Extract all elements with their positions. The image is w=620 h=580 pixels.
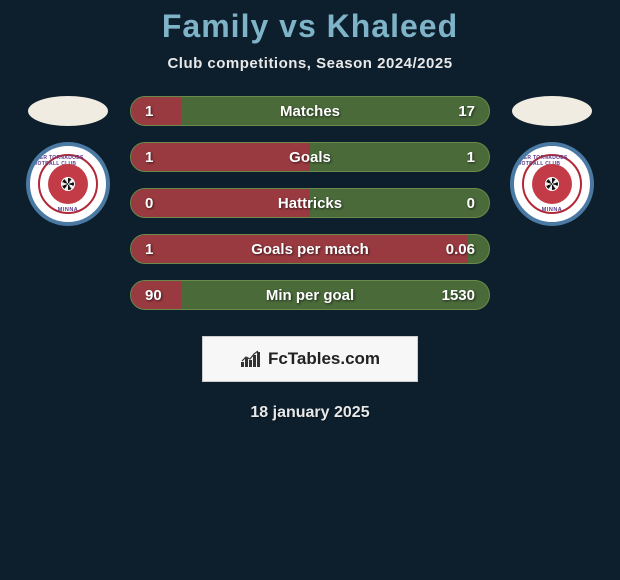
right-club-badge: NIGER TORNADOES FOOTBALL CLUB MINNA [510,142,594,226]
stat-right-value: 17 [458,103,475,120]
stat-bar: 0 Hattricks 0 [130,188,490,218]
site-brand-text: FcTables.com [268,349,380,369]
stat-label: Goals per match [251,241,369,258]
stat-left-value: 1 [145,241,153,258]
stat-left-value: 90 [145,287,162,304]
date-text: 18 january 2025 [250,404,369,422]
left-club-badge: NIGER TORNADOES FOOTBALL CLUB MINNA [26,142,110,226]
stat-right-value: 1530 [442,287,475,304]
stat-bar: 1 Matches 17 [130,96,490,126]
stat-label: Min per goal [266,287,354,304]
stat-label: Hattricks [278,195,342,212]
soccer-ball-icon [545,177,559,191]
right-flag-icon [512,96,592,126]
stat-right-value: 0.06 [446,241,475,258]
left-badge-bottom-text: MINNA [58,207,79,213]
barchart-icon [240,350,262,368]
left-team-column: NIGER TORNADOES FOOTBALL CLUB MINNA [18,96,118,226]
stat-left-value: 1 [145,149,153,166]
right-team-column: NIGER TORNADOES FOOTBALL CLUB MINNA [502,96,602,226]
right-badge-bottom-text: MINNA [542,207,563,213]
soccer-ball-icon [61,177,75,191]
stat-label: Matches [280,103,340,120]
stat-label: Goals [289,149,331,166]
right-badge-center-icon [532,164,572,204]
stat-bar: 90 Min per goal 1530 [130,280,490,310]
left-flag-icon [28,96,108,126]
stats-column: 1 Matches 17 1 Goals 1 0 Hattricks 0 1 Goals per m… [130,96,490,310]
stat-bar: 1 Goals per match 0.06 [130,234,490,264]
stat-right-value: 0 [467,195,475,212]
stat-right-value: 1 [467,149,475,166]
comparison-row: NIGER TORNADOES FOOTBALL CLUB MINNA 1 Mat… [0,96,620,310]
subtitle: Club competitions, Season 2024/2025 [167,55,452,72]
left-badge-center-icon [48,164,88,204]
stat-left-value: 1 [145,103,153,120]
page-title: Family vs Khaleed [162,8,458,45]
site-brand-box[interactable]: FcTables.com [202,336,418,382]
stat-bar: 1 Goals 1 [130,142,490,172]
stat-left-value: 0 [145,195,153,212]
